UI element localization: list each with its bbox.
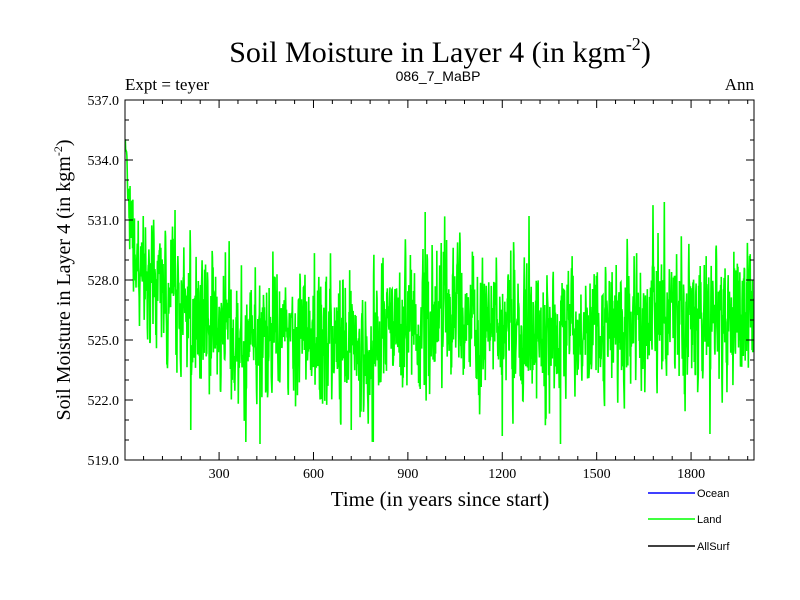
x-tick-label: 600: [303, 467, 324, 482]
legend: Ocean Land AllSurf: [648, 488, 730, 553]
series-layer: [125, 139, 754, 445]
subtitle-season: Ann: [725, 75, 755, 94]
x-tick-label: 1800: [677, 467, 705, 482]
x-tick-label: 900: [397, 467, 418, 482]
y-tick-label: 519.0: [88, 454, 120, 469]
y-tick-label: 537.0: [88, 94, 120, 109]
legend-label-ocean: Ocean: [697, 488, 729, 500]
y-tick-label: 531.0: [88, 214, 120, 229]
x-tick-label: 300: [209, 467, 230, 482]
legend-label-land: Land: [697, 514, 721, 526]
y-axis-label: Soil Moisture in Layer 4 (in kgm-2): [51, 139, 75, 420]
chart-title: Soil Moisture in Layer 4 (in kgm-2): [229, 34, 651, 69]
y-tick-label: 534.0: [88, 154, 120, 169]
subtitle-experiment: Expt = teyer: [125, 75, 210, 94]
legend-label-allsurf: AllSurf: [697, 541, 730, 553]
subtitle-run-id: 086_7_MaBP: [396, 68, 481, 84]
ticks-layer: 300 600 900 1200 1500 1800 519.0 522.0 525.0 528.…: [88, 94, 754, 482]
y-tick-label: 522.0: [88, 394, 120, 409]
y-tick-label: 528.0: [88, 274, 120, 289]
y-tick-label: 525.0: [88, 334, 120, 349]
series-line-land: [125, 139, 754, 445]
x-tick-label: 1500: [583, 467, 611, 482]
x-axis-label: Time (in years since start): [331, 487, 550, 511]
x-tick-label: 1200: [488, 467, 516, 482]
